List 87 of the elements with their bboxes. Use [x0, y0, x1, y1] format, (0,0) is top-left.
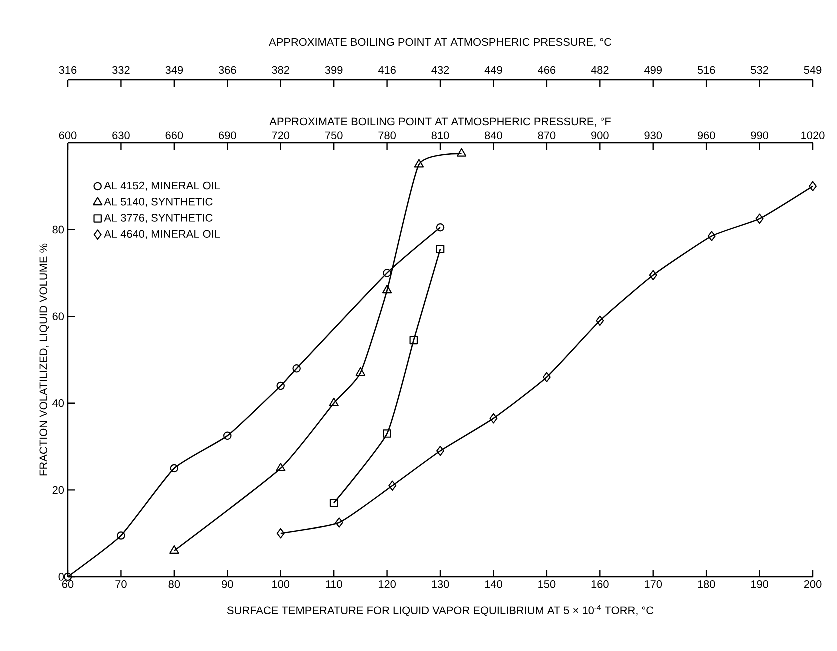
x-tick-label: 90 [222, 580, 234, 588]
text: 382 [272, 66, 290, 74]
text: 549 [804, 66, 822, 74]
point [756, 214, 764, 224]
x-tick-label: 190 [751, 580, 768, 588]
x2-tick-label: 690 [219, 132, 236, 140]
text: 366 [218, 66, 236, 74]
x2-tick-label: 840 [485, 132, 502, 140]
x2-tick-label: 930 [644, 132, 662, 140]
point [708, 231, 716, 242]
x-tick-label: 170 [645, 580, 662, 588]
point [809, 181, 817, 192]
text: 332 [112, 66, 130, 74]
x2-tick-label: 630 [112, 132, 130, 140]
point [292, 364, 301, 373]
y-tick-label: 80 [52, 226, 64, 234]
point [542, 372, 551, 382]
point [170, 545, 180, 554]
point [436, 223, 445, 232]
text: 399 [325, 66, 343, 74]
text: 432 [432, 66, 450, 74]
legend-label: AL 4640, MINERAL OIL [104, 230, 220, 240]
point [456, 148, 467, 157]
point [383, 269, 392, 278]
legend-label: AL 3776, SYNTHETIC [104, 214, 213, 224]
text: 466 [538, 66, 556, 74]
x2-tick-label: 600 [59, 132, 77, 140]
point [356, 367, 366, 376]
x-tick-label: 110 [326, 580, 342, 588]
x-tick-label: 150 [538, 580, 556, 588]
point [329, 398, 339, 406]
point [383, 430, 392, 438]
text: 516 [698, 66, 716, 74]
point [410, 336, 418, 345]
y-tick-label: 60 [52, 312, 64, 320]
x2-axis-title: APPROXIMATE BOILING POINT AT ATMOSPHERIC PRESSURE, °F [270, 118, 611, 127]
x2-tick-label: 900 [592, 132, 609, 140]
y-axis-title: FRACTION VOLATILIZED, LIQUID VOLUME % [40, 244, 50, 476]
x2-tick-label: 780 [378, 132, 396, 140]
x2-tick-label: 720 [272, 132, 290, 140]
x2-tick-label: 960 [698, 132, 716, 140]
legend-label: AL 4152, MINERAL OIL [104, 182, 220, 191]
text: 449 [484, 66, 502, 74]
y-tick-label: 0 [58, 573, 64, 581]
point [330, 499, 338, 508]
text: 499 [644, 66, 662, 74]
point [596, 316, 604, 326]
point [170, 464, 179, 473]
x2-tick-label: 750 [325, 132, 343, 140]
point [436, 446, 444, 456]
x-axis-title: SURFACE TEMPERATURE FOR LIQUID VAPOR EQUILIBRIUM AT 5 × 10$^{-4}$ TORR, °C [227, 605, 654, 616]
x-tick-label: 70 [116, 580, 127, 588]
point [436, 245, 445, 254]
x-tick-label: 200 [804, 580, 822, 588]
text: 482 [591, 66, 609, 74]
point [117, 532, 126, 540]
text: 416 [378, 66, 396, 74]
x-tick-label: 120 [378, 580, 396, 588]
x-tick-label: 80 [168, 580, 180, 588]
x-tick-label: 100 [272, 580, 290, 588]
point [276, 528, 285, 539]
x2-tick-label: 1020 [802, 132, 825, 140]
x-tick-label: 60 [62, 580, 74, 588]
x2-tick-label: 990 [751, 132, 768, 140]
point [335, 518, 344, 528]
x2-tick-label: 810 [432, 132, 450, 140]
point [224, 432, 232, 440]
point [649, 270, 658, 280]
point [382, 285, 392, 294]
x2-tick-label: 660 [166, 132, 184, 140]
y-tick-label: 20 [52, 486, 64, 494]
point [414, 159, 424, 168]
chart-title: APPROXIMATE BOILING POINT AT ATMOSPHERIC PRESSURE, °C [269, 38, 612, 48]
point [490, 413, 498, 424]
point [276, 382, 285, 390]
text: 349 [166, 66, 184, 74]
x-tick-label: 140 [485, 580, 502, 588]
x-tick-label: 180 [698, 580, 716, 588]
text: 316 [59, 66, 77, 74]
text: 532 [751, 66, 768, 74]
legend-label: AL 5140, SYNTHETIC [104, 198, 213, 208]
x-tick-label: 130 [432, 580, 450, 588]
x2-tick-label: 870 [538, 132, 556, 140]
point [388, 480, 397, 491]
point [276, 462, 286, 472]
y-tick-label: 40 [52, 400, 64, 408]
x-tick-label: 160 [592, 580, 609, 588]
